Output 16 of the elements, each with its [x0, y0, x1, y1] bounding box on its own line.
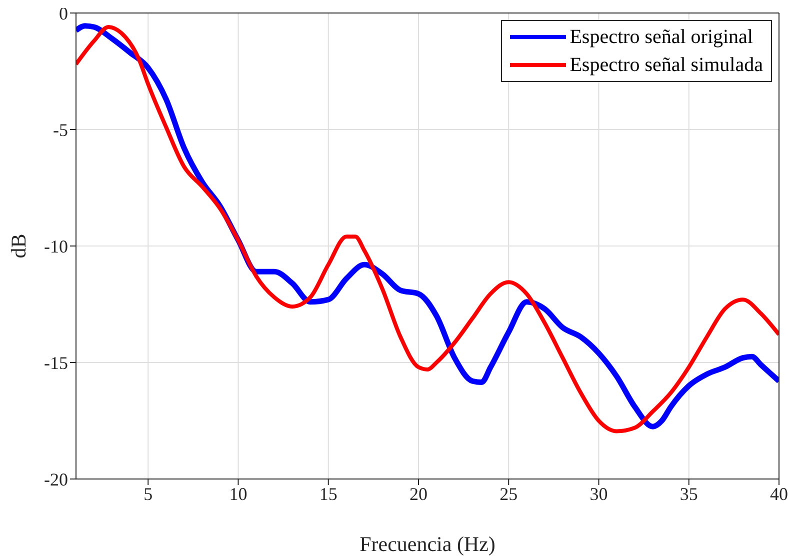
x-tick-label: 40 — [770, 484, 788, 504]
x-tick-label: 30 — [590, 484, 608, 504]
y-tick-label: -20 — [44, 469, 68, 490]
y-tick-label: -10 — [44, 236, 68, 256]
legend-label: Espectro señal simulada — [570, 53, 763, 78]
y-axis-title: dB — [6, 234, 30, 258]
x-tick-label: 10 — [229, 484, 248, 504]
x-tick-label: 15 — [319, 484, 338, 504]
y-tick-label: -5 — [53, 120, 68, 140]
legend-label: Espectro señal original — [570, 25, 753, 50]
x-tick-label: 5 — [144, 484, 153, 504]
y-tick-label: -15 — [44, 352, 68, 373]
x-tick-label: 25 — [500, 484, 518, 504]
x-tick-label: 20 — [409, 484, 428, 504]
x-tick-label: 35 — [680, 484, 698, 504]
x-axis-title: Frecuencia (Hz) — [360, 532, 496, 556]
